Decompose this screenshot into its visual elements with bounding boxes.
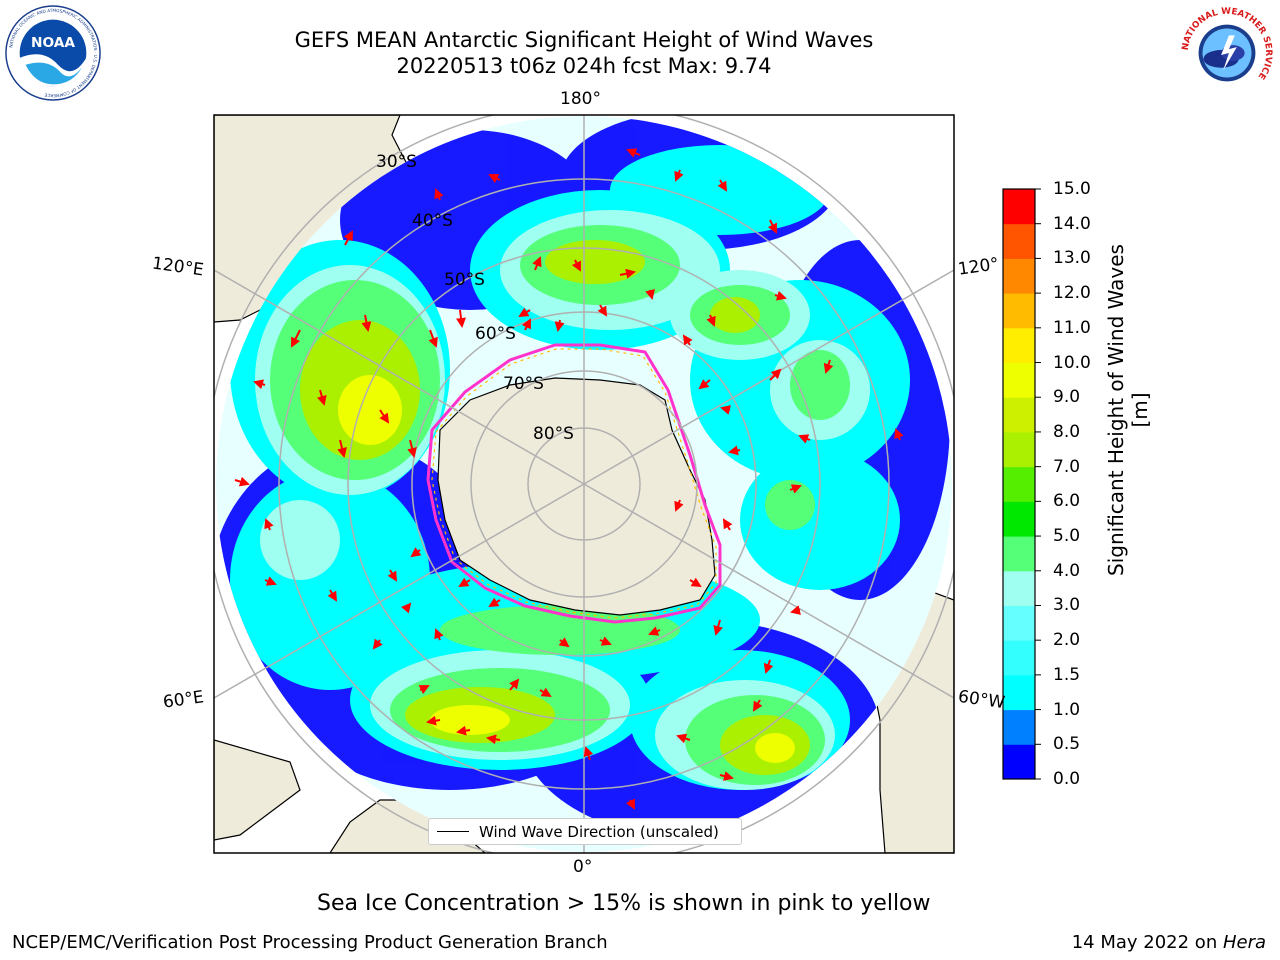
colorbar-cell <box>1003 674 1035 711</box>
colorbar-tick-label: 7.0 <box>1053 456 1081 477</box>
colorbar-cell <box>1003 744 1035 780</box>
colorbar-cell <box>1003 327 1035 364</box>
footer-date: 14 May 2022 on Hera <box>1072 932 1266 953</box>
lat-label-60s: 60°S <box>475 324 516 344</box>
colorbar-cell <box>1003 605 1035 641</box>
colorbar-cell <box>1003 640 1035 676</box>
lat-label-70s: 70°S <box>503 374 544 394</box>
colorbar-cell <box>1003 189 1035 225</box>
colorbar-tick-label: 15.0 <box>1053 179 1091 199</box>
noaa-logo: NOAA NATIONAL OCEANIC AND ATMOSPHERIC AD… <box>5 5 101 101</box>
colorbar-tick-label: 13.0 <box>1053 248 1091 269</box>
colorbar-tick-label: 0.5 <box>1053 734 1081 755</box>
colorbar-tick-label: 0.0 <box>1053 769 1081 789</box>
legend-label: Wind Wave Direction (unscaled) <box>479 822 719 841</box>
colorbar-tick-label: 11.0 <box>1053 317 1091 338</box>
map-legend: Wind Wave Direction (unscaled) <box>428 818 742 845</box>
lat-label-80s: 80°S <box>533 424 574 444</box>
lat-label-50s: 50°S <box>444 270 485 290</box>
footer-machine: Hera <box>1222 932 1266 953</box>
noaa-logo-text: NOAA <box>31 35 75 51</box>
colorbar-tick-label: 10.0 <box>1053 352 1091 373</box>
lon-label-bottom: 0° <box>573 857 593 877</box>
sea-ice-note: Sea Ice Concentration > 15% is shown in … <box>317 891 931 916</box>
colorbar-cell <box>1003 258 1035 294</box>
colorbar-title: Significant Height of Wind Waves [m] <box>1104 244 1152 576</box>
title-line-2: 20220513 t06z 024h fcst Max: 9.74 <box>396 54 772 78</box>
colorbar-cell <box>1003 431 1035 468</box>
footer-branch: NCEP/EMC/Verification Post Processing Pr… <box>12 932 608 953</box>
graticule <box>214 115 954 853</box>
sea-ice-edge <box>426 343 722 624</box>
colorbar-cell <box>1003 570 1035 606</box>
antarctica-land <box>437 377 716 616</box>
footer-date-text: 14 May 2022 on <box>1071 932 1223 953</box>
colorbar-tick-label: 12.0 <box>1053 283 1091 304</box>
colorbar-cell <box>1003 362 1035 398</box>
wind-wave-arrows <box>234 148 904 810</box>
colorbar-cell <box>1003 536 1035 572</box>
colorbar-cell <box>1003 466 1035 502</box>
map-frame <box>213 114 955 854</box>
lat-label-40s: 40°S <box>412 211 453 231</box>
lat-label-30s: 30°S <box>376 152 417 172</box>
colorbar-cell <box>1003 223 1035 259</box>
title-line-1: GEFS MEAN Antarctic Significant Height o… <box>294 28 874 52</box>
colorbar-tick-label: 2.0 <box>1053 630 1081 651</box>
colorbar-tick-label: 4.0 <box>1053 560 1081 581</box>
colorbar-cell <box>1003 397 1035 433</box>
colorbar-frame <box>1002 188 1036 780</box>
colorbar <box>1003 189 1035 780</box>
colorbar-tick-label: 1.0 <box>1053 699 1081 720</box>
colorbar-tick-label: 5.0 <box>1053 526 1081 547</box>
colorbar-cell <box>1003 709 1035 745</box>
legend-line-sample <box>437 831 469 832</box>
colorbar-tick-label: 6.0 <box>1053 491 1081 512</box>
nws-logo: NATIONAL WEATHER SERVICE <box>1179 5 1275 101</box>
colorbar-tick-label: 1.5 <box>1053 664 1081 685</box>
colorbar-tick-label: 14.0 <box>1053 213 1091 234</box>
colorbar-cell <box>1003 293 1035 329</box>
colorbar-tick-label: 3.0 <box>1053 595 1081 616</box>
colorbar-cell <box>1003 501 1035 537</box>
madagascar-land <box>214 739 301 841</box>
colorbar-tick-label: 8.0 <box>1053 421 1081 442</box>
colorbar-tick-label: 9.0 <box>1053 387 1081 408</box>
lon-label-top: 180° <box>560 89 601 109</box>
